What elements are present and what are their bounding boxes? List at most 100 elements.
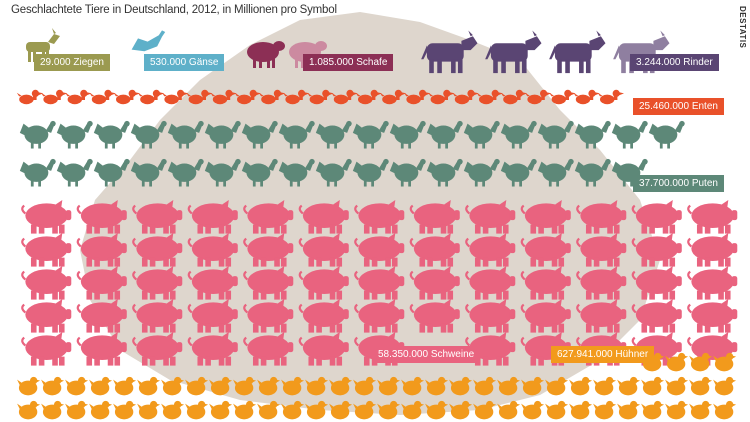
duck-icon [65,89,92,105]
pig-icon [132,200,183,234]
pig-icon [243,233,294,267]
chicken-icon [545,376,569,396]
label-sheep: 1.085.000 Schafe [303,54,394,71]
duck-icon [113,89,140,105]
duck-icon [452,89,479,105]
chicken-icon [713,352,737,372]
turkey-icon [315,120,352,149]
pig-icon [687,266,738,300]
chicken-icon [209,400,233,420]
cow-icon [549,30,606,74]
chicken-icon [473,400,497,420]
chicken-icon [425,376,449,396]
pig-icon [687,233,738,267]
turkey-icon [463,158,500,187]
chicken-icon [209,376,233,396]
pig-icon [520,233,571,267]
pig-icon [187,233,238,267]
chicken-icon [329,400,353,420]
chicken-icon [665,352,689,372]
chicken-icon [257,376,281,396]
chicken-icon [689,400,713,420]
chicken-icon [521,376,545,396]
turkey-icon [574,120,611,149]
pig-icon [520,299,571,333]
turkey-icon [611,120,648,149]
chicken-icon [377,376,401,396]
chicken-icon [641,376,665,396]
turkey-icon [537,120,574,149]
turkey-icon [352,120,389,149]
turkey-icon [241,158,278,187]
duck-icon [525,89,552,105]
chicken-icon [425,400,449,420]
pig-icon [409,266,460,300]
pig-icon [465,332,516,366]
duck-icon [549,89,576,105]
chicken-icon [521,400,545,420]
pig-icon [576,200,627,234]
goose-icon [131,30,166,52]
pig-icon [76,332,127,366]
chicken-icon [497,376,521,396]
pig-icon [687,299,738,333]
pig-icon [409,233,460,267]
turkey-icon [648,120,685,149]
duck-icon [162,89,189,105]
pig-icon [409,299,460,333]
pig-icon [576,266,627,300]
chicken-icon [449,400,473,420]
pig-icon [243,266,294,300]
duck-icon [597,89,624,105]
pig-icon [187,266,238,300]
chicken-icon [401,400,425,420]
pig-icon [132,332,183,366]
turkey-icon [389,120,426,149]
pig-icon [298,200,349,234]
pig-icon [520,266,571,300]
pig-icon [132,299,183,333]
chicken-icon [41,376,65,396]
chicken-icon [713,400,737,420]
turkey-icon [93,158,130,187]
chicken-icon [689,352,713,372]
turkey-icon [426,120,463,149]
turkey-icon [389,158,426,187]
pig-icon [354,233,405,267]
pig-icon [76,233,127,267]
pig-icon [465,200,516,234]
label-cattle: 3.244.000 Rinder [630,54,719,71]
pig-icon [354,266,405,300]
turkey-icon [167,120,204,149]
turkey-icon [130,120,167,149]
duck-icon [283,89,310,105]
chicken-icon [17,376,41,396]
duck-icon [16,89,44,105]
chicken-icon [593,400,617,420]
chicken-icon [137,400,161,420]
pig-icon [187,299,238,333]
pig-icon [298,266,349,300]
chicken-icon [305,376,329,396]
turkey-icon [56,158,93,187]
pig-icon [298,332,349,366]
turkey-icon [204,120,241,149]
turkey-icon [93,120,130,149]
pig-icon [576,299,627,333]
pig-icon [243,200,294,234]
pig-icon [21,266,72,300]
chicken-icon [185,376,209,396]
turkey-icon [500,158,537,187]
pig-icon [132,266,183,300]
chicken-icon [569,400,593,420]
duck-icon [258,89,286,105]
pig-icon [298,233,349,267]
chicken-icon [377,400,401,420]
turkey-icon [278,120,315,149]
turkey-icon [167,158,204,187]
pig-icon [354,299,405,333]
chicken-icon [353,400,377,420]
chicken-icon [281,376,305,396]
chicken-icon [497,400,521,420]
